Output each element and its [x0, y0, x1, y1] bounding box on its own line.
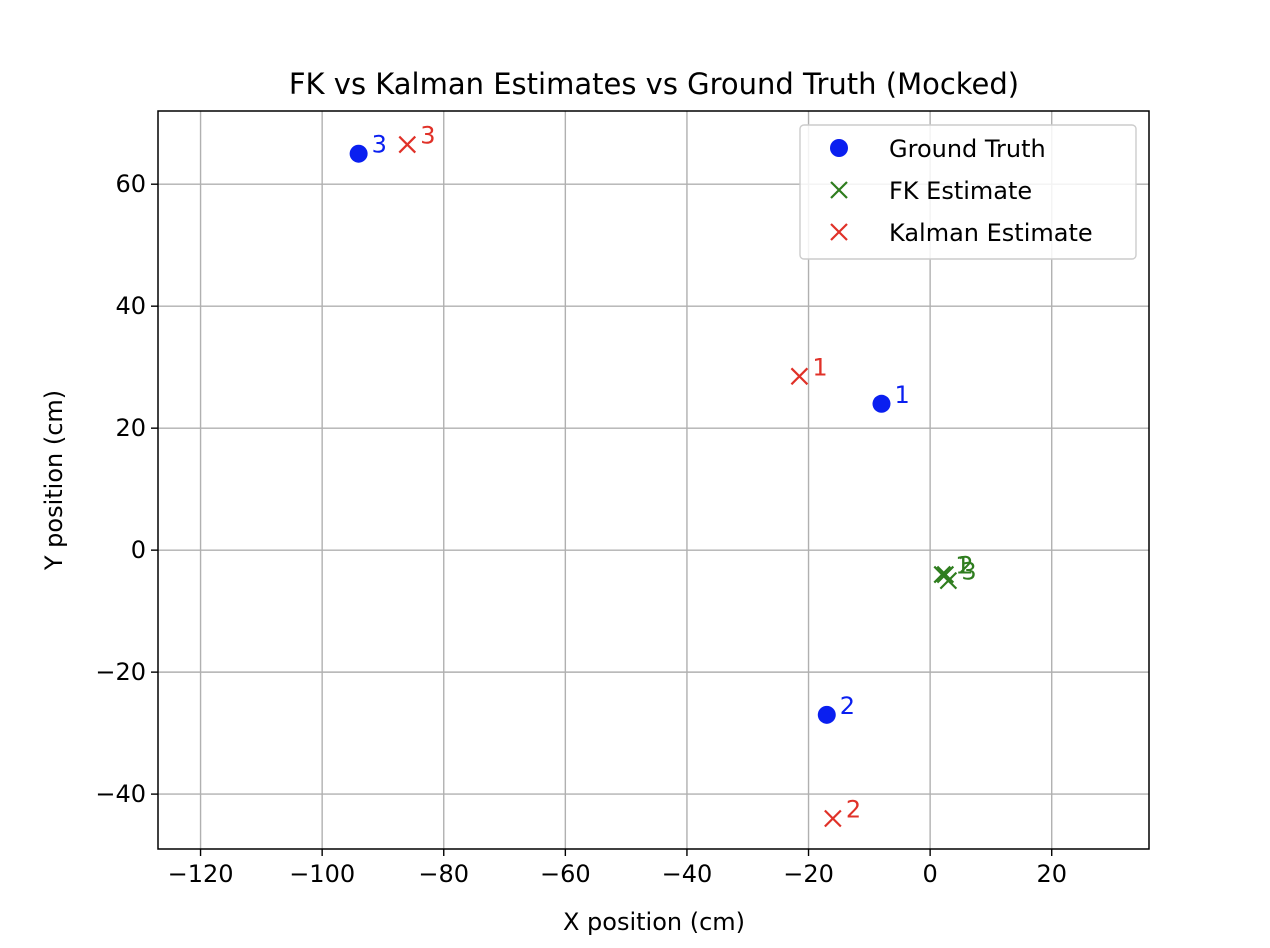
x-tick-label: −20 — [783, 860, 834, 888]
axis-ticks: −120 −100 −80 −60 −40 −20 0 20 −40 −20 0 20 40 60 — [95, 170, 1067, 888]
legend-ground-truth-marker — [830, 139, 848, 157]
legend: Ground Truth FK Estimate Kalman Estimate — [799, 124, 1137, 260]
legend-kalman-estimate-marker — [830, 223, 848, 241]
legend-fk-estimate-label: FK Estimate — [889, 177, 1032, 205]
chart-title: FK vs Kalman Estimates vs Ground Truth (… — [289, 67, 1019, 101]
y-tick-label: 20 — [115, 414, 146, 442]
ground-truth-point-label: 1 — [894, 381, 909, 409]
x-tick-label: −60 — [540, 860, 591, 888]
fk-estimate-point-label: 1 — [955, 552, 970, 580]
x-tick-label: 20 — [1036, 860, 1067, 888]
legend-fk-estimate-marker-stroke — [830, 181, 848, 199]
x-axis-label: X position (cm) — [563, 908, 745, 936]
kalman-estimate-point — [824, 809, 842, 828]
fk-estimate-point-label: 2 — [958, 552, 973, 580]
kalman-estimate-point-stroke — [790, 367, 809, 386]
x-tick-label: −100 — [289, 860, 355, 888]
ground-truth-point — [872, 394, 891, 413]
kalman-estimate-point — [790, 367, 809, 386]
kalman-estimate-point-label: 1 — [812, 353, 827, 381]
fk-estimate-point-stroke — [939, 571, 958, 590]
fk-estimate-point — [939, 571, 958, 590]
kalman-estimate-point-stroke — [824, 809, 842, 828]
ground-truth-point — [349, 144, 368, 163]
ground-truth-point-label: 3 — [372, 131, 387, 159]
legend-fk-estimate-marker — [830, 181, 848, 199]
kalman-estimate-point-stroke — [398, 135, 417, 154]
x-tick-label: −120 — [168, 860, 234, 888]
legend-kalman-estimate-label: Kalman Estimate — [889, 219, 1093, 247]
ground-truth-point-label: 2 — [840, 692, 855, 720]
x-tick-label: 0 — [922, 860, 937, 888]
fk-estimate-point-label: 3 — [961, 558, 976, 586]
legend-kalman-estimate-marker-stroke — [830, 223, 848, 241]
plot-area-frame — [157, 110, 1150, 850]
x-tick-label: −80 — [418, 860, 469, 888]
y-tick-label: 40 — [115, 292, 146, 320]
y-tick-label: 60 — [115, 170, 146, 198]
y-tick-label: −20 — [95, 658, 146, 686]
y-tick-label: −40 — [95, 780, 146, 808]
y-tick-label: 0 — [131, 536, 146, 564]
legend-ground-truth-label: Ground Truth — [889, 135, 1046, 163]
fk-estimate-point-stroke — [936, 565, 955, 584]
y-axis-label: Y position (cm) — [40, 390, 68, 571]
legend-box — [799, 124, 1137, 260]
x-tick-label: −40 — [662, 860, 713, 888]
kalman-estimate-point-label: 2 — [846, 796, 861, 824]
ground-truth-point — [817, 705, 836, 724]
kalman-estimate-point-label: 3 — [420, 122, 435, 150]
kalman-estimate-point — [398, 135, 417, 154]
